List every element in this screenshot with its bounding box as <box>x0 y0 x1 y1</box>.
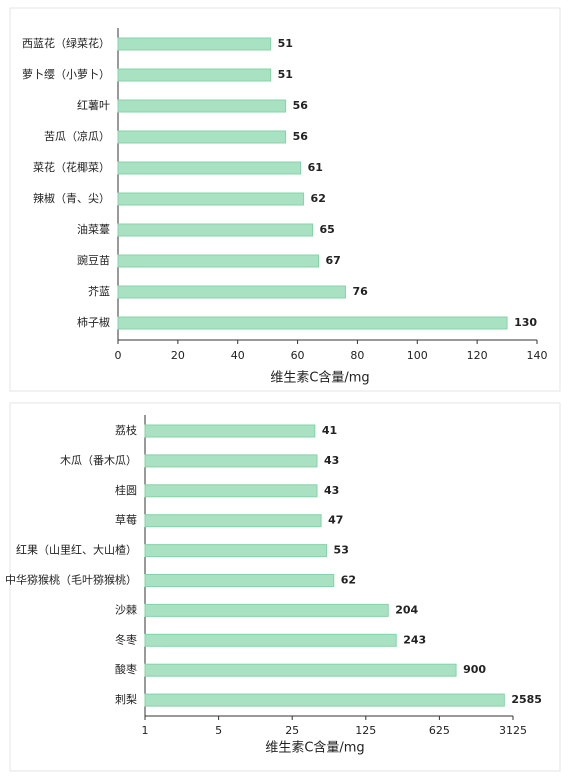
value-label: 204 <box>395 603 418 616</box>
x-axis-title: 维生素C含量/mg <box>270 370 369 386</box>
value-label: 56 <box>293 99 309 112</box>
x-tick-label: 5 <box>215 724 222 737</box>
value-label: 243 <box>403 633 426 646</box>
bar <box>144 454 318 468</box>
x-tick-label: 3125 <box>499 724 527 737</box>
bar <box>117 316 508 330</box>
x-tick-label: 100 <box>407 349 428 362</box>
value-label: 65 <box>320 223 335 236</box>
bar <box>117 130 287 144</box>
y-tick-label: 柿子椒 <box>77 315 110 329</box>
y-tick-label: 酸枣 <box>115 662 137 676</box>
bar <box>117 68 272 82</box>
bar <box>144 633 397 647</box>
bar <box>117 285 346 299</box>
y-tick-label: 冬枣 <box>115 632 137 646</box>
bar <box>144 514 322 528</box>
value-label: 62 <box>341 574 356 587</box>
value-label: 51 <box>278 37 293 50</box>
bar <box>144 544 328 558</box>
y-tick-label: 西蓝花（绿菜花） <box>22 36 110 50</box>
y-tick-label: 红薯叶 <box>77 99 110 112</box>
value-label: 51 <box>278 68 293 81</box>
y-tick-label: 油菜薹 <box>77 222 110 236</box>
y-tick-label: 木瓜（番木瓜） <box>60 454 137 467</box>
x-tick-label: 80 <box>350 349 364 362</box>
x-tick-label: 0 <box>115 349 122 362</box>
x-tick-label: 125 <box>355 724 376 737</box>
bar <box>117 223 314 237</box>
chart-frame <box>9 7 561 392</box>
y-tick-label: 刺梨 <box>115 692 137 706</box>
x-tick-label: 25 <box>285 724 299 737</box>
y-tick-label: 豌豆苗 <box>77 253 110 267</box>
y-tick-label: 萝卜缨（小萝卜） <box>22 68 110 81</box>
value-label: 43 <box>324 484 339 497</box>
value-label: 47 <box>328 514 343 527</box>
bar <box>144 424 316 438</box>
bar <box>144 603 389 617</box>
y-tick-label: 荔枝 <box>115 423 137 437</box>
x-tick-label: 40 <box>231 349 245 362</box>
x-tick-label: 60 <box>291 349 305 362</box>
value-label: 67 <box>326 254 341 267</box>
value-label: 62 <box>311 192 326 205</box>
bar <box>117 254 320 268</box>
y-tick-label: 芥蓝 <box>88 285 110 298</box>
y-tick-label: 中华猕猴桃（毛叶猕猴桃） <box>5 573 137 587</box>
y-tick-label: 辣椒（青、尖） <box>33 191 110 205</box>
x-tick-label: 20 <box>171 349 185 362</box>
value-label: 43 <box>324 454 339 467</box>
bar <box>144 663 457 677</box>
value-label: 2585 <box>511 693 542 706</box>
x-tick-label: 140 <box>527 349 548 362</box>
value-label: 61 <box>308 161 323 174</box>
value-label: 130 <box>514 316 537 329</box>
value-label: 76 <box>352 285 368 298</box>
bar <box>144 574 335 587</box>
x-axis-title: 维生素C含量/mg <box>265 740 364 756</box>
bar <box>144 484 318 498</box>
x-tick-label: 120 <box>467 349 488 362</box>
bar <box>117 192 305 206</box>
value-label: 56 <box>293 130 309 143</box>
y-tick-label: 菜花（花椰菜） <box>33 160 110 174</box>
y-tick-label: 苦瓜（凉瓜） <box>44 129 110 143</box>
value-label: 53 <box>334 544 349 557</box>
x-tick-label: 1 <box>142 724 149 737</box>
y-tick-label: 红果（山里红、大山楂） <box>16 543 137 557</box>
chart-frame <box>9 402 561 772</box>
bar <box>117 37 272 51</box>
bar <box>117 99 287 113</box>
x-tick-label: 625 <box>429 724 450 737</box>
bar <box>144 693 505 707</box>
y-tick-label: 草莓 <box>115 514 137 527</box>
value-label: 900 <box>463 663 486 676</box>
y-tick-label: 桂圆 <box>115 483 137 497</box>
value-label: 41 <box>322 424 337 437</box>
y-tick-label: 沙棘 <box>115 603 137 616</box>
bar <box>117 161 302 175</box>
